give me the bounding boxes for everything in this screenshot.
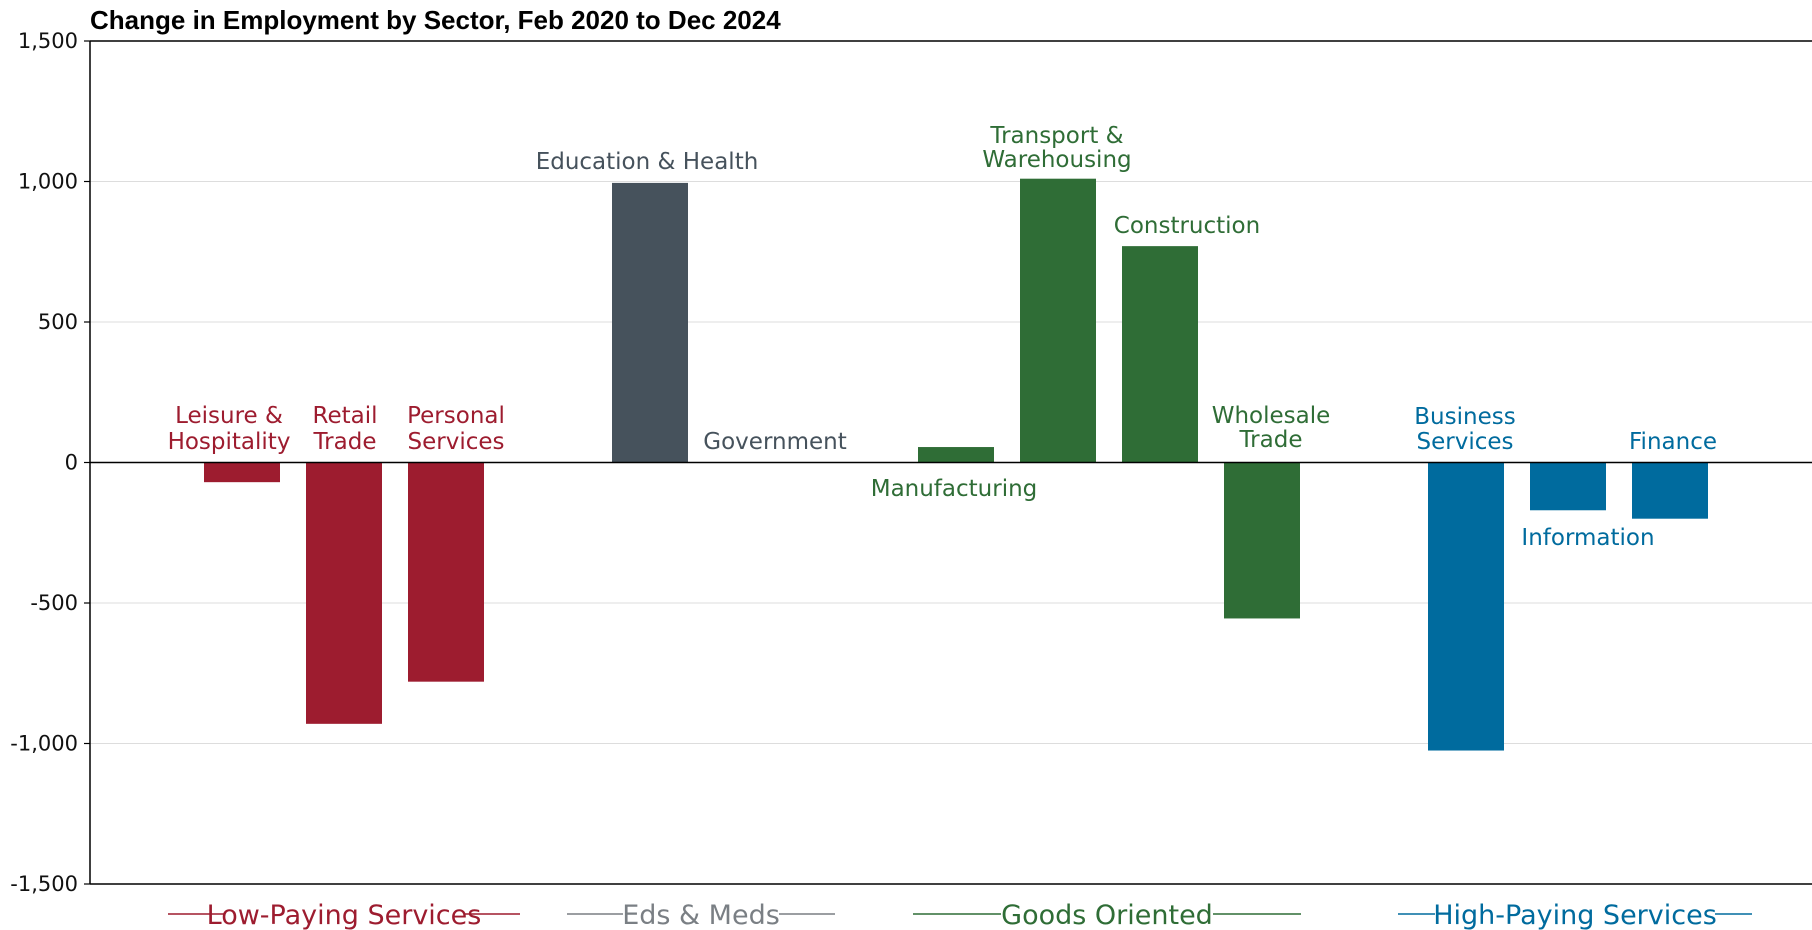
- bar-finance: [1632, 462, 1708, 519]
- bar-leisure-hospitality: [204, 462, 280, 483]
- y-tick-label: -1,000: [10, 732, 78, 756]
- bar-label: Manufacturing: [871, 476, 1038, 502]
- legend-high: High-Paying Services: [1433, 900, 1717, 930]
- bar-label: Services: [408, 429, 505, 455]
- bar-wholesale-trade: [1224, 462, 1300, 619]
- bar-manufacturing: [918, 447, 994, 463]
- bar-label: Leisure &: [175, 403, 283, 429]
- bar-label: Business: [1414, 404, 1515, 430]
- y-tick-label: -500: [30, 591, 78, 615]
- axes: [84, 40, 1812, 885]
- bar-label: Government: [703, 429, 846, 455]
- bar-label: Trade: [313, 429, 377, 455]
- bar-label: Hospitality: [168, 429, 291, 455]
- bar-label: Trade: [1239, 427, 1303, 453]
- bar-construction: [1122, 246, 1198, 463]
- bar-label: Services: [1417, 429, 1514, 455]
- bar-label: Retail: [313, 403, 378, 429]
- y-tick-label: -1,500: [10, 872, 78, 896]
- y-tick-label: 500: [38, 310, 78, 334]
- legend-low: Low-Paying Services: [207, 900, 482, 930]
- bar-business-services: [1428, 462, 1504, 751]
- bar-transport-warehousing: [1020, 178, 1096, 463]
- legend-eds: Eds & Meds: [622, 900, 780, 930]
- bar-label: Finance: [1629, 429, 1717, 455]
- bar-label: Personal: [407, 403, 505, 429]
- bar-label: Transport &: [989, 123, 1123, 149]
- y-tick-label: 1,500: [18, 29, 78, 53]
- bar-education-health: [612, 182, 688, 463]
- bar-retail-trade: [306, 462, 382, 724]
- legend-goods: Goods Oriented: [1001, 900, 1213, 930]
- bars: [204, 178, 1708, 751]
- bar-label: Warehousing: [982, 147, 1131, 173]
- bar-label: Wholesale: [1212, 403, 1331, 429]
- bar-personal-services: [408, 462, 484, 682]
- y-tick-label: 1,000: [18, 170, 78, 194]
- bar-label: Information: [1521, 525, 1654, 551]
- bar-label: Education & Health: [536, 149, 759, 175]
- bar-label: Construction: [1114, 213, 1260, 239]
- group-legend: Low-Paying Services Eds & Meds Goods Orien…: [168, 900, 1752, 930]
- y-tick-label: 0: [65, 451, 78, 475]
- bar-labels: Leisure &HospitalityRetailTradePersonalS…: [168, 123, 1717, 551]
- bar-information: [1530, 462, 1606, 511]
- y-axis-tick-labels: 1,500 1,000 500 0 -500 -1,000 -1,500: [10, 29, 78, 896]
- chart-title: Change in Employment by Sector, Feb 2020…: [90, 5, 781, 35]
